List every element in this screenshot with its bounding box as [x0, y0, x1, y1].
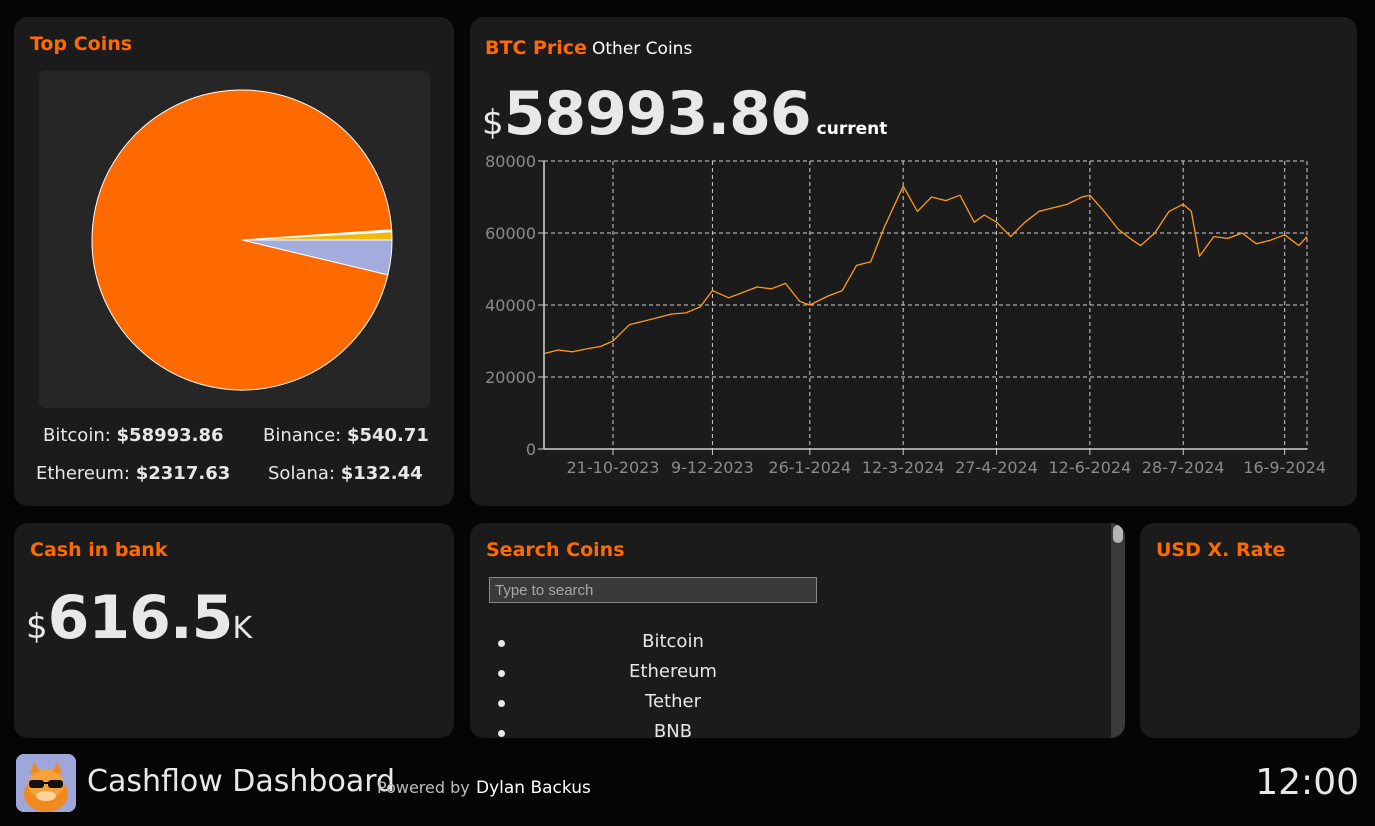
- pie-slice-bitcoin[interactable]: [91, 89, 393, 391]
- y-tick-label: 20000: [485, 368, 536, 387]
- pie-chart-area: [39, 71, 430, 408]
- clock: 12:00: [1255, 762, 1359, 803]
- coin-name: Binance:: [263, 425, 347, 446]
- coin-name: Solana:: [268, 463, 341, 484]
- bullet-icon: [498, 700, 505, 707]
- app-title: Cashflow Dashboard: [87, 764, 396, 799]
- cat-with-sunglasses-icon: [16, 754, 76, 812]
- x-tick-label: 26-1-2024: [768, 458, 851, 477]
- list-item[interactable]: BNB: [498, 717, 848, 738]
- coin-name: Tether: [645, 691, 701, 712]
- y-tick-label: 80000: [485, 152, 536, 171]
- currency-symbol: $: [482, 103, 504, 143]
- top-coins-card: Top Coins Bitcoin: $58993.86 Binance: $5…: [14, 17, 454, 506]
- search-coins-card: Search Coins Bitcoin Ethereum Tether BNB: [470, 523, 1125, 738]
- coin-name: Ethereum:: [36, 463, 136, 484]
- coin-name: Bitcoin: [642, 631, 704, 652]
- x-tick-label: 28-7-2024: [1142, 458, 1225, 477]
- x-tick-label: 21-10-2023: [567, 458, 660, 477]
- tab-other-coins[interactable]: Other Coins: [592, 39, 693, 59]
- cash-in-bank-card: Cash in bank $616.5K: [14, 523, 454, 738]
- usd-title: USD X. Rate: [1156, 539, 1286, 561]
- usd-rate-card: USD X. Rate: [1140, 523, 1360, 738]
- btc-price-line-chart: 0 20000 40000 60000 80000 21-10-2023 9-12-2023…: [485, 152, 1326, 477]
- coin-list: Bitcoin Ethereum Tether BNB: [498, 627, 848, 738]
- coin-price-value: $58993.86: [116, 425, 224, 446]
- coin-name: BNB: [653, 721, 693, 738]
- y-tick-label: 0: [526, 440, 536, 459]
- top-coins-pie-chart: [91, 89, 393, 391]
- cash-amount: 616.5: [47, 583, 234, 653]
- btc-price-line: [543, 185, 1308, 355]
- plot-frame: [543, 160, 1308, 450]
- list-item[interactable]: Bitcoin: [498, 627, 848, 657]
- top-coins-title: Top Coins: [30, 33, 133, 55]
- current-label: current: [816, 119, 888, 139]
- bullet-icon: [498, 640, 505, 647]
- x-tick-label: 12-3-2024: [862, 458, 945, 477]
- cash-unit: K: [232, 611, 253, 646]
- bullet-icon: [498, 670, 505, 677]
- powered-by-label: Powered by: [377, 778, 470, 797]
- x-tick-label: 9-12-2023: [671, 458, 754, 477]
- tab-btc-price[interactable]: BTC Price: [485, 37, 587, 59]
- btc-current-price: $58993.86 current: [482, 79, 887, 149]
- bullet-icon: [498, 730, 505, 737]
- y-tick-label: 40000: [485, 296, 536, 315]
- author-name: Dylan Backus: [476, 778, 591, 798]
- y-tick-label: 60000: [485, 224, 536, 243]
- scrollbar[interactable]: [1111, 523, 1125, 738]
- app-logo: [16, 754, 76, 812]
- ethereum-price-label: Ethereum: $2317.63: [36, 463, 230, 484]
- x-tick-label: 12-6-2024: [1048, 458, 1131, 477]
- coin-price-value: $132.44: [340, 463, 423, 484]
- coin-price-value: $540.71: [346, 425, 429, 446]
- solana-price-label: Solana: $132.44: [268, 463, 423, 484]
- btc-price-card: BTC Price Other Coins $58993.86 current 0…: [470, 17, 1357, 506]
- price-value: 58993.86: [503, 79, 812, 149]
- coin-name: Bitcoin:: [43, 425, 117, 446]
- coin-name: Ethereum: [629, 661, 717, 682]
- search-input[interactable]: [489, 577, 817, 603]
- binance-price-label: Binance: $540.71: [263, 425, 429, 446]
- list-item[interactable]: Tether: [498, 687, 848, 717]
- cash-value: $616.5K: [26, 583, 252, 653]
- x-tick-label: 16-9-2024: [1243, 458, 1326, 477]
- list-item[interactable]: Ethereum: [498, 657, 848, 687]
- cash-title: Cash in bank: [30, 539, 168, 561]
- currency-symbol: $: [26, 607, 48, 647]
- coin-price-value: $2317.63: [135, 463, 231, 484]
- bitcoin-price-label: Bitcoin: $58993.86: [43, 425, 224, 446]
- x-tick-label: 27-4-2024: [955, 458, 1038, 477]
- scrollbar-thumb[interactable]: [1113, 525, 1123, 543]
- search-title: Search Coins: [486, 539, 625, 561]
